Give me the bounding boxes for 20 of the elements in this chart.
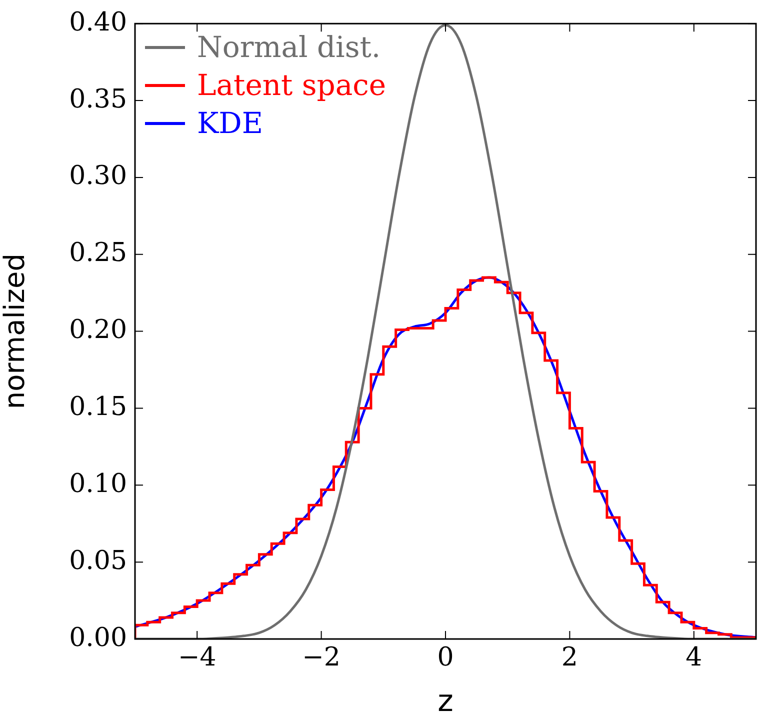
x-tick-label: 4	[686, 642, 702, 672]
y-tick-label: 0.35	[69, 84, 127, 114]
y-tick-label: 0.10	[69, 468, 127, 499]
y-tick-label: 0.25	[69, 238, 127, 268]
y-tick-label: 0.30	[69, 161, 127, 192]
y-tick-label: 0.05	[69, 546, 127, 576]
y-tick-label: 0.20	[69, 315, 127, 346]
y-axis-title: normalized	[0, 254, 32, 410]
y-tick-label: 0.40	[69, 7, 127, 38]
legend-label: Latent space	[197, 67, 386, 104]
x-tick-label: 0	[437, 642, 454, 672]
y-tick-label: 0.15	[69, 392, 127, 422]
series-label: Normal dist.	[197, 29, 381, 66]
y-tick-label: 0.00	[69, 622, 127, 653]
x-tick-label: −2	[302, 642, 340, 672]
x-tick-label: −4	[178, 642, 216, 672]
line-series	[135, 24, 756, 639]
x-axis-title: z	[438, 684, 454, 719]
x-tick-label: 2	[561, 642, 578, 672]
legend-label: KDE	[197, 105, 264, 142]
